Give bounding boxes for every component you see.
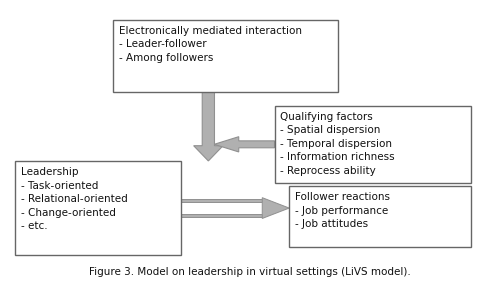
Text: Leadership
- Task-oriented
- Relational-oriented
- Change-oriented
- etc.: Leadership - Task-oriented - Relational-… — [20, 167, 128, 232]
FancyBboxPatch shape — [15, 161, 181, 255]
Text: Follower reactions
- Job performance
- Job attitudes: Follower reactions - Job performance - J… — [295, 192, 390, 229]
Text: Electronically mediated interaction
- Leader-follower
- Among followers: Electronically mediated interaction - Le… — [118, 26, 302, 63]
Text: Figure 3. Model on leadership in virtual settings (LiVS model).: Figure 3. Model on leadership in virtual… — [89, 267, 411, 277]
FancyBboxPatch shape — [289, 186, 470, 247]
FancyBboxPatch shape — [274, 105, 470, 183]
Bar — [182, 199, 262, 202]
Polygon shape — [262, 198, 289, 218]
Polygon shape — [194, 92, 223, 161]
FancyBboxPatch shape — [113, 20, 338, 92]
Polygon shape — [214, 137, 274, 152]
Text: Qualifying factors
- Spatial dispersion
- Temporal dispersion
- Information rich: Qualifying factors - Spatial dispersion … — [280, 112, 395, 176]
Bar — [182, 214, 262, 217]
